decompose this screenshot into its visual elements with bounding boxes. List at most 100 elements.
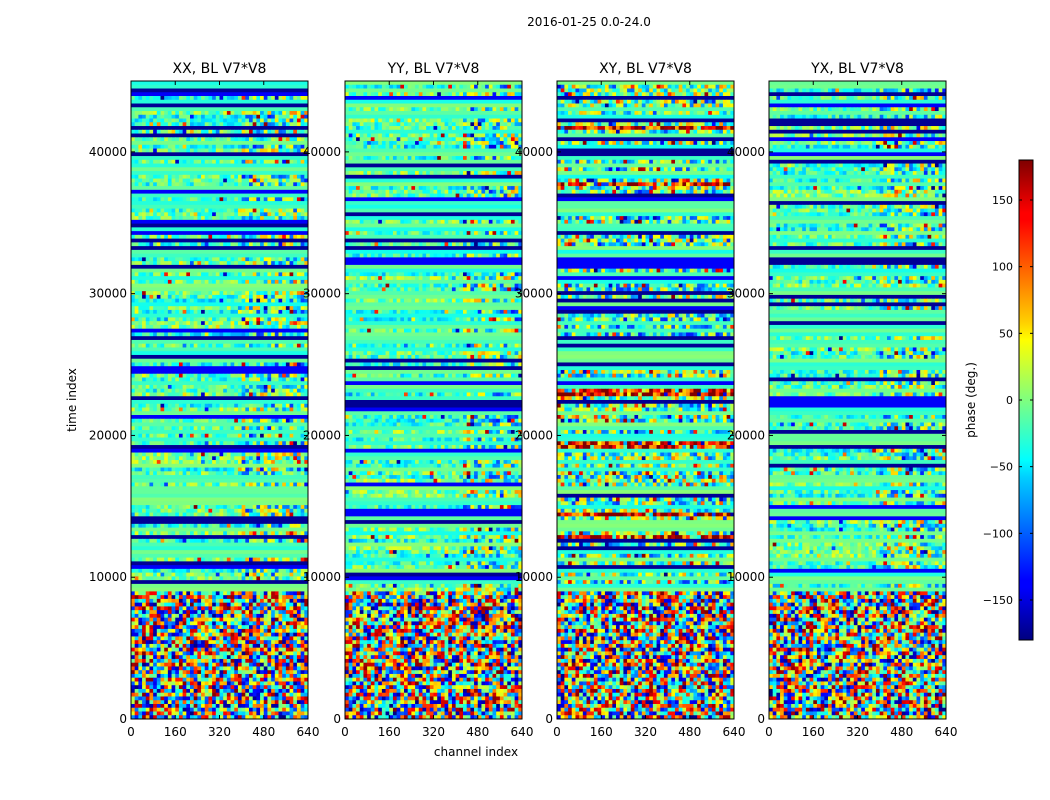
heatmap-cell [237, 700, 243, 705]
heatmap-cell [160, 640, 165, 645]
heatmap-cell [197, 613, 202, 619]
heatmap-cell [282, 662, 287, 667]
heatmap-cell [190, 651, 195, 656]
heatmap-cell [138, 234, 143, 240]
heatmap-cell [156, 703, 161, 709]
heatmap-cell [134, 460, 139, 465]
heatmap-cell [296, 418, 302, 423]
heatmap-cell [175, 178, 180, 183]
heatmap-cell [293, 321, 298, 326]
heatmap-cell [142, 595, 147, 600]
heatmap-cell [481, 84, 486, 89]
heatmap-cell [153, 591, 158, 596]
heatmap-cell [142, 317, 147, 322]
heatmap-cell [256, 681, 261, 686]
heatmap-cell [282, 647, 287, 652]
heatmap-cell [429, 107, 434, 112]
heatmap-cell [204, 144, 209, 149]
heatmap-cell [212, 321, 217, 326]
heatmap-cell [201, 655, 206, 660]
heatmap-row [131, 336, 308, 341]
heatmap-cell [415, 118, 420, 123]
heatmap-cell [245, 212, 250, 217]
heatmap-cell [348, 133, 353, 138]
heatmap-cell [149, 114, 154, 119]
heatmap-cell [149, 610, 154, 615]
heatmap-cell [285, 662, 290, 667]
heatmap-cell [356, 118, 361, 123]
heatmap-cell [300, 403, 305, 408]
heatmap-cell [249, 212, 254, 217]
heatmap-cell [197, 433, 202, 438]
heatmap-cell [278, 625, 283, 630]
heatmap-cell [285, 482, 290, 487]
heatmap-cell [282, 388, 287, 393]
heatmap-cell [197, 309, 202, 315]
heatmap-cell [429, 92, 434, 97]
heatmap-cell [193, 279, 198, 285]
heatmap-cell [149, 651, 154, 656]
heatmap-cell [252, 212, 257, 217]
heatmap-cell [223, 505, 228, 510]
heatmap-cell [215, 512, 220, 517]
heatmap-cell [226, 122, 231, 127]
heatmap-cell [234, 208, 239, 213]
heatmap-cell [186, 426, 191, 431]
heatmap-cell [145, 129, 150, 134]
heatmap-cell [208, 538, 213, 544]
heatmap-cell [190, 384, 195, 390]
heatmap-cell [267, 700, 272, 705]
heatmap-cell [145, 628, 150, 634]
heatmap-cell [278, 392, 283, 397]
heatmap-cell [407, 84, 412, 89]
heatmap-cell [190, 129, 195, 134]
heatmap-cell [215, 707, 220, 712]
heatmap-cell [223, 407, 228, 412]
heatmap-cell [230, 617, 235, 622]
heatmap-cell [260, 324, 265, 330]
heatmap-cell [282, 643, 287, 649]
heatmap-cell [186, 632, 191, 637]
heatmap-cell [197, 261, 202, 266]
heatmap-cell [304, 403, 309, 408]
heatmap-cell [164, 197, 169, 202]
heatmap-cell [186, 531, 191, 536]
heatmap-cell [271, 137, 276, 142]
heatmap-cell [455, 84, 460, 89]
heatmap-cell [249, 137, 254, 142]
heatmap-cell [175, 388, 180, 393]
heatmap-cell [171, 505, 176, 510]
heatmap-cell [293, 392, 298, 397]
heatmap-cell [267, 388, 272, 393]
heatmap-cell [131, 512, 136, 517]
heatmap-cell [156, 343, 161, 348]
heatmap-cell [134, 531, 139, 536]
heatmap-cell [134, 598, 139, 604]
heatmap-cell [230, 377, 235, 382]
heatmap-cell [204, 613, 209, 619]
heatmap-cell [234, 403, 239, 408]
heatmap-cell [219, 392, 224, 397]
heatmap-cell [201, 144, 206, 149]
heatmap-cell [249, 632, 254, 637]
heatmap-cell [175, 148, 180, 153]
heatmap-cell [190, 332, 195, 337]
heatmap-cell [149, 460, 154, 465]
heatmap-cell [237, 261, 243, 266]
heatmap-cell [241, 242, 246, 247]
heatmap-cell [237, 692, 243, 697]
heatmap-cell [178, 362, 184, 367]
heatmap-cell [289, 433, 294, 438]
heatmap-cell [234, 647, 239, 652]
heatmap-cell [356, 107, 361, 112]
heatmap-cell [204, 324, 209, 330]
heatmap-cell [208, 272, 213, 277]
heatmap-cell [215, 688, 220, 694]
heatmap-cell [300, 129, 305, 134]
heatmap-cell [226, 711, 231, 716]
heatmap-cell [296, 673, 302, 679]
heatmap-cell [293, 651, 298, 656]
heatmap-row [131, 249, 308, 255]
heatmap-cell [278, 531, 283, 536]
heatmap-cell [263, 159, 268, 164]
